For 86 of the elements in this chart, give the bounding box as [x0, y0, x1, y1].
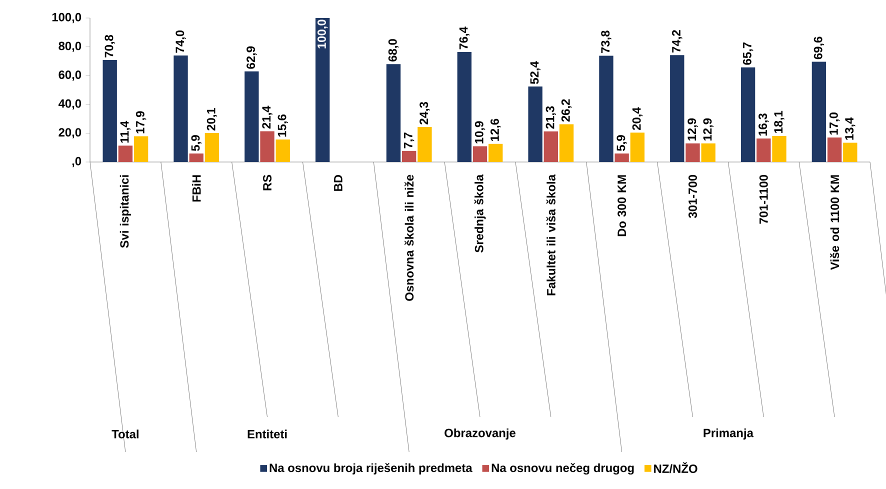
x-tick-label: Fakultet ili viša škola [546, 174, 556, 296]
bar [670, 55, 684, 162]
text: Primanja [704, 428, 754, 440]
data-label: 70,8 [104, 34, 115, 58]
data-label: 10,9 [474, 121, 486, 144]
data-label: 65,7 [742, 42, 754, 65]
bar [386, 64, 401, 162]
data-label: 74,0 [176, 30, 186, 53]
data-label: 15,6 [278, 114, 288, 137]
x-tick-label: Više od 1100 KM [830, 175, 840, 270]
data-label: 11,4 [120, 120, 130, 143]
data-label: 69,6 [814, 36, 824, 60]
bar [630, 132, 645, 162]
y-tick-label: 20,0 [58, 128, 82, 138]
y-tick-label: 80,0 [58, 42, 82, 52]
data-label: 52,4 [530, 61, 540, 84]
data-label: 21,4 [262, 106, 272, 129]
bar [244, 71, 259, 162]
x-tick-label: Srednja škola [474, 174, 486, 253]
text: Entiteti [248, 430, 287, 438]
x-tick-label: RS [263, 174, 272, 190]
legend-label: Na osnovu broja riješenih predmeta [270, 463, 472, 474]
data-label: 74,2 [672, 30, 682, 52]
bar [599, 56, 614, 162]
bar [134, 136, 148, 162]
bar [528, 86, 542, 162]
x-tick-label: 301-700 [688, 174, 697, 218]
x-tick-label: Do 300 KM [618, 175, 626, 236]
data-label: 5,9 [616, 135, 627, 151]
data-label: 100,0 [317, 20, 328, 48]
data-label: 21,3 [546, 106, 556, 129]
data-label: 26,2 [561, 99, 572, 122]
data-label: 24,3 [420, 102, 430, 124]
data-label: 16,3 [758, 114, 769, 136]
bar [260, 131, 274, 162]
data-label: 20,1 [206, 108, 218, 130]
x-tick-label: BD [334, 174, 342, 191]
x-tick-label: Osnovna škola ili niže [404, 174, 414, 301]
data-label: 17,9 [136, 111, 146, 134]
x-tick-label: Svi ispitanici [120, 175, 132, 248]
legend-label: NZ/NŽO [654, 462, 698, 474]
bar [315, 18, 330, 162]
y-tick-label: ,0 [72, 156, 82, 168]
bar [418, 127, 432, 162]
data-label: 20,4 [632, 107, 643, 130]
data-label: 73,8 [601, 30, 612, 54]
bar [189, 154, 204, 162]
bar [843, 142, 858, 162]
y-tick-label: 40,0 [58, 99, 82, 110]
bar [204, 133, 220, 162]
bar [457, 52, 472, 162]
bar [740, 67, 756, 162]
data-label: 12,9 [688, 118, 698, 140]
y-tick-label: 60,0 [58, 70, 82, 81]
bar [118, 146, 133, 162]
legend-label: Na osnovu nečeg drugog [492, 463, 634, 475]
data-label: 12,9 [703, 118, 714, 140]
bar [686, 143, 700, 162]
bar [812, 62, 826, 162]
bar [772, 136, 786, 162]
y-tick-label: 100,0 [52, 12, 82, 24]
text: Obrazovanje [444, 428, 516, 440]
x-tick-label: 701-1100 [759, 174, 768, 224]
bar [701, 143, 716, 162]
x-tick-label: FBiH [192, 175, 201, 202]
bar [472, 146, 488, 162]
data-label: 7,7 [404, 132, 414, 148]
bar [559, 124, 574, 162]
bar [102, 60, 117, 162]
bar [174, 55, 188, 162]
bar [544, 131, 558, 162]
data-label: 13,4 [845, 117, 856, 140]
bar [756, 138, 771, 162]
data-label: 5,9 [191, 135, 202, 151]
data-label: 18,1 [774, 110, 784, 133]
data-label: 12,6 [490, 118, 501, 141]
bar [488, 144, 503, 162]
data-label: 76,4 [459, 26, 470, 50]
data-label: 62,9 [246, 46, 257, 69]
bar [276, 140, 290, 162]
data-label: 17,0 [829, 112, 840, 135]
bar [827, 138, 842, 162]
data-label: 68,0 [388, 39, 399, 62]
bar [614, 154, 629, 162]
text: Total [112, 430, 138, 438]
bar [402, 150, 416, 162]
